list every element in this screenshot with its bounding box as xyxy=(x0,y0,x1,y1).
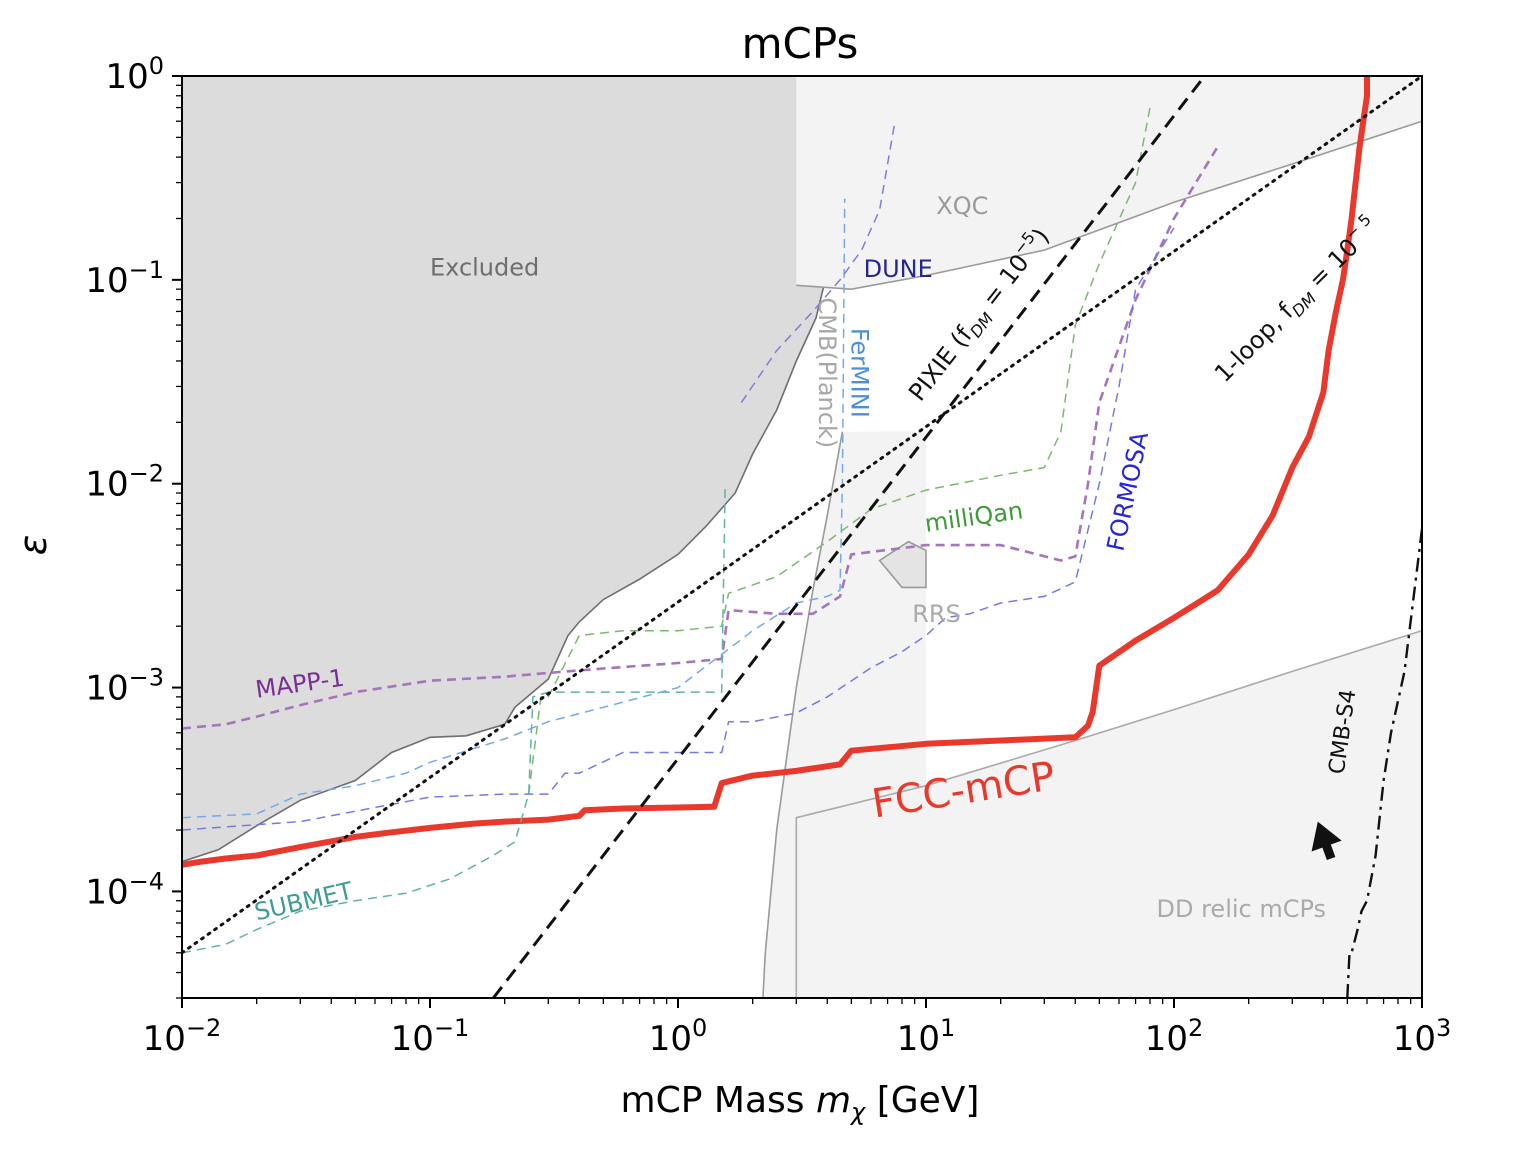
annotation-excluded: Excluded xyxy=(430,254,539,282)
y-tick-exponent: −1 xyxy=(129,256,164,284)
region-xqc-boundary xyxy=(796,120,1422,291)
regions-layer xyxy=(182,76,1422,998)
annotation-text: Excluded xyxy=(430,254,539,282)
annotation-xqc: XQC xyxy=(936,192,988,220)
series-pixie xyxy=(492,76,1206,998)
chart-title: mCPs xyxy=(742,19,859,68)
y-tick-exponent: −2 xyxy=(129,460,164,488)
arrow-head xyxy=(1311,821,1342,852)
annotation-text: CMB(Planck) xyxy=(813,297,841,448)
y-axis-label: ε xyxy=(11,535,55,556)
x-tick-exponent: 0 xyxy=(692,1014,707,1042)
x-tick-label: 102 xyxy=(1145,1014,1204,1059)
y-tick-label: 10−3 xyxy=(85,664,164,709)
x-axis-label-sub: χ xyxy=(849,1098,866,1126)
y-tick-base: 10 xyxy=(85,261,128,301)
x-tick-base: 10 xyxy=(1393,1019,1436,1059)
x-tick-base: 10 xyxy=(897,1019,940,1059)
annotation-dune: DUNE xyxy=(864,255,933,283)
annotation-cmb-planck: CMB(Planck) xyxy=(813,297,841,448)
annotation-text: DUNE xyxy=(864,255,933,283)
annotation-dd-relic-mcps: DD relic mCPs xyxy=(1157,895,1327,923)
y-tick-label: 10−4 xyxy=(85,867,164,912)
y-tick-base: 10 xyxy=(105,57,148,97)
x-tick-exponent: 2 xyxy=(1188,1014,1203,1042)
x-axis-label-symbol: m xyxy=(816,1080,851,1121)
x-tick-label: 10−1 xyxy=(391,1014,470,1059)
region-cmb-planck-boundary xyxy=(762,431,844,998)
y-tick-exponent: −4 xyxy=(129,867,164,895)
y-tick-base: 10 xyxy=(85,465,128,505)
series-1-loop xyxy=(182,76,1422,955)
annotation-rrs: RRS xyxy=(912,600,961,628)
x-tick-base: 10 xyxy=(1145,1019,1188,1059)
x-tick-label: 101 xyxy=(897,1014,956,1059)
x-tick-exponent: −2 xyxy=(186,1014,221,1042)
x-tick-label: 100 xyxy=(649,1014,708,1059)
annotation-text: DD relic mCPs xyxy=(1157,895,1327,923)
annotation-text: XQC xyxy=(936,192,988,220)
x-axis-label-unit: [GeV] xyxy=(865,1080,979,1121)
x-tick-exponent: 1 xyxy=(940,1014,955,1042)
x-tick-base: 10 xyxy=(391,1019,434,1059)
series-formosa xyxy=(182,227,1175,831)
region-rrs xyxy=(878,540,927,589)
y-tick-exponent: −3 xyxy=(129,664,164,692)
x-axis-label-main: mCP Mass xyxy=(621,1080,816,1121)
y-tick-label: 10−2 xyxy=(85,460,164,505)
annotation-fermini: FerMINI xyxy=(845,328,873,418)
region-xqc-fill xyxy=(796,76,1422,290)
x-tick-exponent: −1 xyxy=(434,1014,469,1042)
y-tick-base: 10 xyxy=(85,669,128,709)
series-fcc-mcp xyxy=(182,76,1370,868)
series-mapp-1 xyxy=(182,146,1219,730)
y-tick-exponent: 0 xyxy=(149,52,164,80)
x-tick-base: 10 xyxy=(143,1019,186,1059)
series-layer xyxy=(182,76,1422,998)
x-tick-label: 10−2 xyxy=(143,1014,222,1059)
series-milliqan xyxy=(527,107,1151,795)
series-fermini xyxy=(182,198,846,819)
annotation-text: RRS xyxy=(912,600,961,628)
series-cmb-s4 xyxy=(1346,528,1422,998)
x-tick-base: 10 xyxy=(649,1019,692,1059)
plot-frame xyxy=(181,75,1423,999)
arrow-icon xyxy=(1311,821,1342,861)
x-tick-label: 103 xyxy=(1393,1014,1452,1059)
x-axis-label: mCP Mass mχ [GeV] xyxy=(621,1080,980,1126)
y-tick-base: 10 xyxy=(85,872,128,912)
annotation-text: FerMINI xyxy=(845,328,873,418)
y-tick-label: 100 xyxy=(105,52,164,97)
x-tick-exponent: 3 xyxy=(1436,1014,1451,1042)
region-dd-relic-mcps xyxy=(795,629,1422,998)
series-dune xyxy=(740,121,896,404)
y-tick-label: 10−1 xyxy=(85,256,164,301)
